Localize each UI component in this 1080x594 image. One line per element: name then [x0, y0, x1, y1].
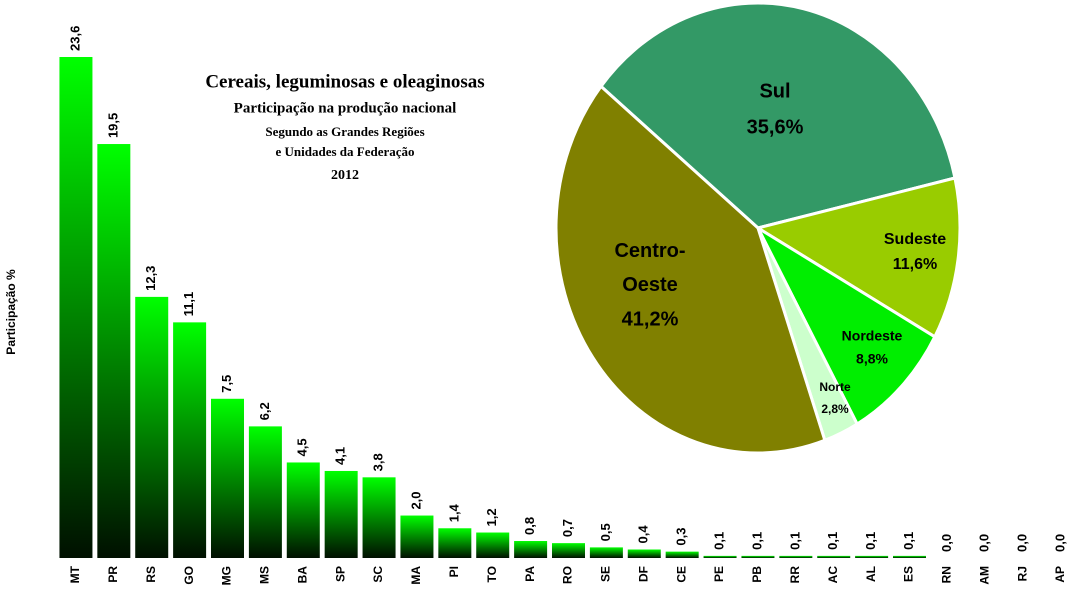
subtitle: 2012: [331, 168, 359, 183]
x-tick-label: AM: [977, 566, 991, 585]
value-label: 1,2: [484, 508, 499, 526]
value-label: 0,0: [1015, 534, 1030, 552]
x-tick-label: RN: [940, 566, 954, 583]
value-label: 0,8: [522, 517, 537, 535]
slice-label: Norte: [819, 380, 851, 394]
bar: [400, 515, 434, 558]
x-tick-label: AL: [864, 566, 878, 582]
value-label: 12,3: [143, 266, 158, 291]
x-tick-label: RS: [144, 566, 158, 583]
value-label: 0,0: [977, 534, 992, 552]
x-tick-label: SE: [599, 566, 613, 582]
x-tick-label: AC: [826, 566, 840, 584]
x-tick-label: PR: [106, 566, 120, 583]
x-tick-label: AP: [1053, 566, 1067, 583]
subtitle: Participação na produção nacional: [234, 100, 457, 116]
value-label: 0,3: [674, 528, 689, 546]
value-label: 0,0: [1052, 534, 1067, 552]
bar: [703, 555, 737, 558]
value-label: 11,1: [181, 292, 196, 317]
slice-value-label: 2,8%: [821, 402, 849, 416]
x-tick-label: SP: [333, 566, 347, 582]
chart-title: Cereais, leguminosas e oleaginosas: [205, 71, 484, 92]
value-label: 0,1: [901, 532, 916, 550]
x-tick-label: SC: [371, 566, 385, 583]
x-tick-label: RJ: [1015, 566, 1029, 581]
x-tick-label: DF: [636, 566, 650, 582]
value-label: 19,5: [105, 113, 120, 138]
pie-slice: [754, 176, 962, 339]
slice-value-label: 8,8%: [856, 351, 888, 367]
bar: [324, 470, 358, 558]
value-label: 0,1: [749, 532, 764, 550]
value-label: 0,1: [787, 532, 802, 550]
bar: [248, 426, 282, 558]
value-label: 1,4: [446, 503, 461, 522]
x-tick-label: TO: [485, 566, 499, 582]
bar: [589, 547, 623, 558]
slice-label: Sul: [759, 80, 790, 102]
value-label: 23,6: [67, 26, 82, 51]
slice-value-label: 35,6%: [747, 116, 804, 138]
slice-label: Nordeste: [842, 328, 903, 344]
bar: [741, 555, 775, 558]
value-label: 0,7: [560, 519, 575, 537]
bar: [438, 528, 472, 558]
y-axis-label: Participação %: [4, 269, 18, 355]
x-tick-label: GO: [182, 566, 196, 585]
value-label: 0,0: [939, 534, 954, 552]
bar: [286, 462, 320, 558]
x-tick-label: MG: [220, 566, 234, 585]
bar: [627, 549, 661, 558]
x-tick-label: MS: [258, 566, 272, 584]
bar: [552, 543, 585, 558]
pie-slice: [599, 1, 957, 230]
x-tick-label: MT: [68, 565, 82, 583]
value-label: 0,5: [598, 523, 613, 541]
bar: [135, 296, 169, 558]
value-label: 4,5: [295, 438, 310, 456]
value-label: 3,8: [370, 453, 385, 471]
x-tick-label: PB: [750, 566, 764, 583]
pie-slice: [754, 223, 937, 427]
x-tick-label: ES: [902, 566, 916, 582]
x-tick-label: PI: [447, 566, 461, 577]
bar: [97, 144, 131, 558]
value-label: 4,1: [333, 447, 348, 465]
bar: [173, 322, 207, 558]
bar: [476, 532, 510, 558]
value-label: 7,5: [219, 375, 234, 393]
x-tick-label: CE: [674, 566, 688, 583]
bar: [779, 555, 813, 558]
bar: [59, 57, 93, 558]
bar: [855, 555, 889, 558]
subtitle: Segundo as Grandes Regiões: [265, 124, 424, 139]
x-tick-label: BA: [295, 566, 309, 584]
bar: [893, 555, 926, 558]
value-label: 2,0: [408, 491, 423, 509]
bar: [665, 551, 699, 558]
value-label: 0,4: [636, 525, 651, 544]
bar: [211, 398, 244, 558]
x-tick-label: RR: [788, 566, 802, 584]
x-tick-label: PA: [523, 566, 537, 582]
subtitle: e Unidades da Federação: [275, 144, 414, 159]
value-label: 6,2: [257, 402, 272, 420]
x-tick-label: PE: [712, 566, 726, 582]
value-label: 0,1: [825, 532, 840, 550]
bar: [362, 477, 396, 558]
pie-slice: [554, 84, 827, 455]
value-label: 0,1: [711, 532, 726, 550]
value-label: 0,1: [863, 532, 878, 550]
slice-value-label: 11,6%: [893, 256, 937, 273]
bar: [514, 541, 548, 558]
slice-label: Centro-Oeste: [614, 240, 685, 296]
x-tick-label: RO: [561, 566, 575, 584]
slice-value-label: 41,2%: [622, 308, 679, 330]
bar: [817, 555, 851, 558]
x-tick-label: MA: [409, 566, 423, 585]
slice-label: Sudeste: [884, 231, 946, 248]
